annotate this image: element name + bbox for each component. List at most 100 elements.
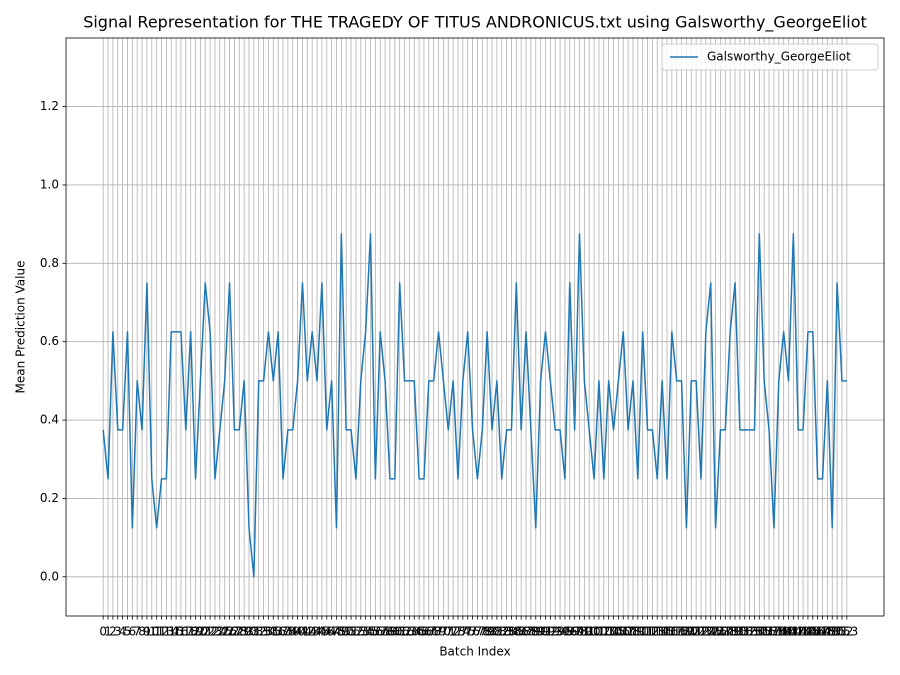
x-tick-label: 112: [636, 625, 659, 639]
y-tick-label: 0.4: [40, 413, 59, 427]
x-tick-label: 87: [518, 625, 533, 639]
x-tick-label: 57: [373, 625, 388, 639]
x-tick-label: 89: [528, 625, 543, 639]
x-tick-label: 121: [680, 625, 703, 639]
x-tick-label: 16: [173, 625, 188, 639]
x-tick-label: 117: [660, 625, 683, 639]
x-tick-label: 79: [480, 625, 495, 639]
x-tick-label: 94: [552, 625, 567, 639]
x-tick-label: 10: [144, 625, 159, 639]
x-tick-label: 152: [831, 625, 854, 639]
x-tick-label: 146: [801, 625, 824, 639]
y-axis-label: Mean Prediction Value: [14, 261, 28, 394]
x-tick-label: 123: [690, 625, 713, 639]
x-tick-label: 44: [309, 625, 324, 639]
x-tick-label: 148: [811, 625, 834, 639]
chart-title: Signal Representation for THE TRAGEDY OF…: [83, 13, 867, 33]
x-tick-label: 24: [212, 625, 227, 639]
x-tick-label: 36: [271, 625, 286, 639]
x-tick-label: 37: [275, 625, 290, 639]
legend: Galsworthy_GeorgeEliot: [661, 43, 879, 71]
x-tick-label: 129: [719, 625, 742, 639]
x-tick-label: 107: [612, 625, 635, 639]
x-tick-label: 67: [421, 625, 436, 639]
x-tick-label: 41: [295, 625, 310, 639]
x-tick-label: 85: [509, 625, 524, 639]
y-tick-label: 1.2: [40, 99, 59, 113]
x-tick-label: 64: [407, 625, 422, 639]
x-tick-label: 23: [207, 625, 222, 639]
x-tick-label: 143: [787, 625, 810, 639]
y-tick-label: 0.2: [40, 491, 59, 505]
x-tick-label: 140: [772, 625, 795, 639]
y-tick-label: 1.0: [40, 177, 59, 191]
x-tick-label: 101: [583, 625, 606, 639]
x-tick-label: 7: [133, 625, 141, 639]
x-tick-label: 104: [597, 625, 620, 639]
x-tick-label: 12: [154, 625, 169, 639]
x-tick-label: 126: [704, 625, 727, 639]
x-tick-label: 70: [436, 625, 451, 639]
x-tick-label: 125: [699, 625, 722, 639]
x-tick-label: 122: [685, 625, 708, 639]
x-tick-label: 136: [753, 625, 776, 639]
x-tick-label: 130: [724, 625, 747, 639]
x-tick-label: 153: [835, 625, 858, 639]
x-tick-label: 90: [533, 625, 548, 639]
x-tick-label: 35: [266, 625, 281, 639]
x-tick-label: 108: [617, 625, 640, 639]
x-tick-label: 56: [368, 625, 383, 639]
x-tick-label: 83: [499, 625, 514, 639]
x-tick-label: 40: [290, 625, 305, 639]
x-tick-label: 141: [777, 625, 800, 639]
x-tick-label: 150: [821, 625, 844, 639]
legend-label: Galsworthy_GeorgeEliot: [707, 50, 851, 64]
x-tick-label: 80: [484, 625, 499, 639]
x-tick-label: 55: [363, 625, 378, 639]
x-tick-label: 15: [168, 625, 183, 639]
x-tick-label: 77: [470, 625, 485, 639]
x-tick-label: 27: [227, 625, 242, 639]
x-tick-label: 124: [694, 625, 717, 639]
x-tick-label: 1: [104, 625, 112, 639]
x-tick-label: 142: [782, 625, 805, 639]
x-tick-label: 31: [246, 625, 261, 639]
x-tick-label: 50: [339, 625, 354, 639]
x-tick-label: 118: [665, 625, 688, 639]
x-tick-label: 71: [441, 625, 456, 639]
x-tick-label: 28: [232, 625, 247, 639]
legend-box: [661, 43, 879, 71]
x-tick-label: 0: [99, 625, 107, 639]
x-tick-label: 11: [149, 625, 164, 639]
x-tick-label: 4: [119, 625, 127, 639]
x-tick-label: 84: [504, 625, 519, 639]
x-tick-label: 75: [460, 625, 475, 639]
x-tick-label: 78: [475, 625, 490, 639]
x-tick-label: 3: [114, 625, 122, 639]
x-tick-label: 53: [353, 625, 368, 639]
x-tick-label: 63: [402, 625, 417, 639]
x-tick-label: 95: [557, 625, 572, 639]
y-tick-label: 0.8: [40, 256, 59, 270]
x-tick-label: 52: [348, 625, 363, 639]
y-tick-label: 0.0: [40, 569, 59, 583]
x-tick-label: 22: [202, 625, 217, 639]
x-tick-label: 114: [646, 625, 669, 639]
x-tick-label: 69: [431, 625, 446, 639]
x-tick-label: 19: [188, 625, 203, 639]
x-tick-label: 138: [762, 625, 785, 639]
x-tick-label: 65: [411, 625, 426, 639]
x-tick-label: 105: [602, 625, 625, 639]
x-tick-label: 47: [324, 625, 339, 639]
x-tick-label: 21: [198, 625, 213, 639]
x-tick-label: 144: [792, 625, 815, 639]
x-tick-label: 115: [651, 625, 674, 639]
x-tick-label: 46: [319, 625, 334, 639]
x-tick-label: 137: [758, 625, 781, 639]
x-tick-label: 54: [358, 625, 373, 639]
x-tick-label: 73: [450, 625, 465, 639]
x-tick-label: 45: [314, 625, 329, 639]
axes-frame: [65, 37, 885, 617]
